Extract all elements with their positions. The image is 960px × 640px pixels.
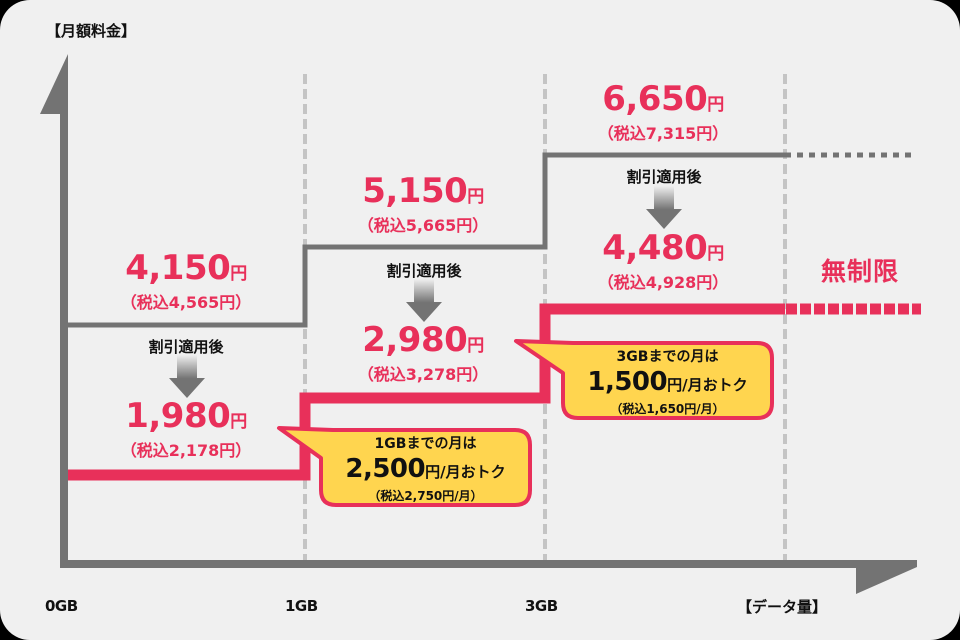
down-arrow-icon-2 (406, 279, 442, 322)
savings-bubble-1 (277, 426, 532, 507)
bubble-amount: 2,500 (345, 454, 426, 484)
tier3-discount-price: 4,480円 （税込4,928円） (563, 230, 763, 294)
tier1-discount-label: 割引適用後 (148, 338, 224, 356)
tier1-discount-price: 1,980円 （税込2,178円） (86, 398, 286, 462)
price-value: 6,650 (602, 79, 708, 119)
tier2-discount-label: 割引適用後 (386, 262, 462, 280)
bubble-tax: （税込1,650円/月） (610, 402, 725, 416)
tier2-regular-price: 5,150円 （税込5,665円） (323, 173, 523, 237)
price-value: 2,980 (362, 320, 468, 360)
x-tick-3gb: 3GB (525, 597, 558, 615)
yen-unit: 円 (467, 336, 484, 356)
tier1-regular-price: 4,150円 （税込4,565円） (86, 250, 286, 314)
x-tick-0gb: 0GB (45, 597, 78, 615)
savings-bubble-1-text: 1GBまでの月は 2,500円/月おトク （税込2,750円/月） (321, 434, 530, 505)
price-value: 4,150 (125, 248, 231, 288)
x-axis (60, 560, 917, 594)
discount-price-line (68, 303, 785, 481)
savings-bubble-2-text: 3GBまでの月は 1,500円/月おトク （税込1,650円/月） (563, 347, 772, 418)
y-axis (40, 54, 68, 568)
price-tax: （税込5,665円） (357, 216, 489, 235)
yen-unit: 円 (707, 95, 724, 115)
savings-bubble-2 (514, 339, 774, 420)
yen-unit: 円 (230, 264, 247, 284)
price-tax: （税込4,928円） (597, 273, 729, 292)
y-axis-title: 【月額料金】 (46, 22, 137, 40)
price-tax: （税込2,178円） (120, 441, 252, 460)
yen-unit: 円 (467, 187, 484, 207)
x-tick-1gb: 1GB (285, 597, 318, 615)
price-tax: （税込4,565円） (120, 293, 252, 312)
regular-price-line (68, 152, 785, 328)
bubble-heading: 1GBまでの月は (374, 436, 477, 452)
tier3-discount-label: 割引適用後 (626, 168, 702, 186)
unlimited-label: 無制限 (821, 257, 900, 286)
bubble-heading: 3GBまでの月は (616, 349, 719, 365)
down-arrow-icon-1 (169, 355, 205, 398)
price-value: 5,150 (362, 171, 468, 211)
tier2-discount-price: 2,980円 （税込3,278円） (323, 322, 523, 386)
yen-unit: 円 (707, 244, 724, 264)
price-value: 4,480 (602, 228, 708, 268)
bubble-suffix: 円/月おトク (425, 463, 506, 481)
down-arrow-icon-3 (646, 186, 682, 229)
yen-unit: 円 (230, 412, 247, 432)
price-tax: （税込7,315円） (597, 124, 729, 143)
tier3-regular-price: 6,650円 （税込7,315円） (563, 81, 763, 145)
price-tax: （税込3,278円） (357, 365, 489, 384)
bubble-suffix: 円/月おトク (667, 376, 748, 394)
price-value: 1,980 (125, 396, 231, 436)
x-axis-title: 【データ量】 (737, 598, 828, 616)
bubble-amount: 1,500 (587, 367, 668, 397)
bubble-tax: （税込2,750円/月） (368, 489, 483, 503)
